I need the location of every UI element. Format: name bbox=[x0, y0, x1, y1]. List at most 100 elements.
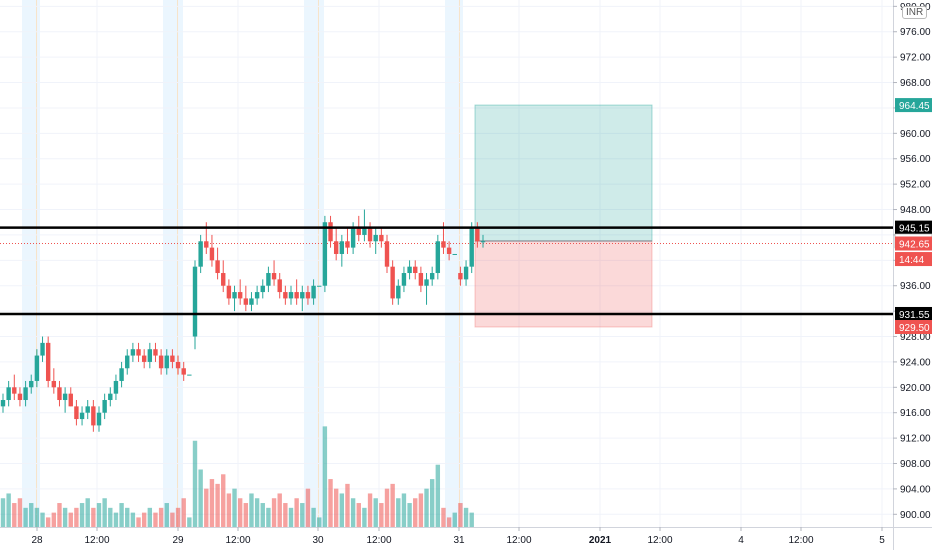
candle-body bbox=[339, 241, 345, 254]
volume-bar bbox=[271, 498, 277, 527]
candle-body bbox=[237, 292, 243, 299]
candle-body bbox=[300, 292, 305, 299]
candle-body bbox=[226, 285, 232, 299]
volume-bar bbox=[136, 517, 141, 527]
price-badge-bg bbox=[895, 98, 932, 113]
volume-bar bbox=[396, 498, 401, 527]
candle-body bbox=[119, 368, 124, 381]
candle-body bbox=[362, 228, 367, 235]
candle-body bbox=[373, 234, 378, 242]
price-tick-label: 908.00 bbox=[900, 459, 931, 470]
price-badge-bg bbox=[895, 236, 932, 251]
volume-bar bbox=[429, 479, 435, 527]
volume-bar bbox=[254, 498, 260, 527]
candle-body bbox=[0, 400, 6, 407]
volume-bar bbox=[57, 503, 62, 527]
volume-bar bbox=[277, 493, 282, 527]
volume-bar bbox=[446, 517, 452, 527]
candle-body bbox=[379, 234, 384, 242]
time-tick-label: 12:00 bbox=[225, 535, 250, 546]
session-band bbox=[445, 0, 463, 527]
volume-bar bbox=[407, 503, 412, 527]
candle-body bbox=[187, 374, 192, 376]
volume-bar bbox=[187, 517, 192, 527]
stop-zone bbox=[474, 240, 653, 328]
candle-body bbox=[232, 292, 237, 299]
volume-bar bbox=[68, 512, 73, 527]
candle-body bbox=[413, 266, 418, 274]
price-badge: 942.65 bbox=[895, 236, 932, 251]
volume-bar bbox=[130, 512, 136, 527]
price-tick-label: 956.00 bbox=[900, 154, 931, 165]
candle-body bbox=[463, 266, 469, 280]
volume-bar bbox=[125, 507, 130, 527]
candle-body bbox=[243, 298, 249, 305]
volume-bar bbox=[452, 512, 457, 527]
price-badge: 929.50 bbox=[895, 319, 932, 334]
candle-body bbox=[401, 273, 407, 286]
volume-bar bbox=[141, 512, 147, 527]
volume-bar bbox=[12, 503, 17, 527]
volume-bar bbox=[441, 507, 446, 527]
time-tick-label: 12:00 bbox=[366, 535, 391, 546]
volume-bar bbox=[23, 507, 28, 527]
volume-bar bbox=[322, 426, 328, 527]
volume-bar bbox=[29, 503, 34, 527]
candle-body bbox=[57, 387, 62, 401]
volume-bar bbox=[51, 512, 57, 527]
candle-body bbox=[34, 355, 40, 381]
price-badge-text: 931.55 bbox=[899, 310, 930, 321]
candle-body bbox=[74, 406, 79, 420]
volume-bar bbox=[232, 488, 237, 527]
candle-body bbox=[294, 292, 299, 299]
candle-body bbox=[311, 285, 316, 299]
volume-bar bbox=[283, 503, 288, 527]
price-badge-bg bbox=[895, 319, 932, 334]
volume-bar bbox=[6, 493, 11, 527]
candle-body bbox=[480, 241, 486, 243]
volume-bar bbox=[311, 507, 316, 527]
volume-bar bbox=[102, 498, 107, 527]
price-badge: 964.45 bbox=[895, 98, 932, 113]
candle-body bbox=[125, 355, 130, 369]
price-tick-label: 900.00 bbox=[900, 510, 931, 521]
price-badge: 14:44 bbox=[895, 252, 932, 267]
candle-body bbox=[305, 292, 311, 299]
time-tick-label: 5 bbox=[879, 535, 885, 546]
candle-body bbox=[469, 228, 474, 267]
price-tick-label: 968.00 bbox=[900, 78, 931, 89]
volume-bar bbox=[119, 503, 124, 527]
price-badge-text: 14:44 bbox=[899, 255, 924, 266]
price-tick-label: 972.00 bbox=[900, 53, 931, 64]
price-badge-bg bbox=[895, 306, 932, 321]
price-tick-label: 912.00 bbox=[900, 434, 931, 445]
volume-bar bbox=[463, 507, 469, 527]
price-tick-label: 904.00 bbox=[900, 484, 931, 495]
volume-bar bbox=[384, 488, 390, 527]
volume-bar bbox=[300, 503, 305, 527]
time-tick-label: 31 bbox=[453, 535, 465, 546]
volume-bar bbox=[85, 498, 90, 527]
candle-body bbox=[181, 368, 186, 375]
volume-bar bbox=[74, 507, 79, 527]
volume-bar bbox=[333, 488, 339, 527]
volume-bar bbox=[317, 517, 322, 527]
candle-body bbox=[452, 253, 457, 255]
candle-body bbox=[108, 393, 113, 401]
volume-bar bbox=[192, 440, 198, 527]
candle-body bbox=[424, 279, 429, 286]
candle-body bbox=[204, 241, 209, 248]
price-tick-label: 948.00 bbox=[900, 205, 931, 216]
candle-body bbox=[345, 241, 350, 248]
volume-bar bbox=[215, 483, 220, 527]
candle-body bbox=[418, 273, 424, 286]
volume-bar bbox=[249, 493, 254, 527]
candle-body bbox=[147, 349, 153, 362]
session-band bbox=[304, 0, 324, 527]
price-tick-label: 928.00 bbox=[900, 332, 931, 343]
candle-body bbox=[192, 266, 198, 337]
candle-body bbox=[435, 241, 441, 274]
candle-body bbox=[458, 273, 463, 280]
